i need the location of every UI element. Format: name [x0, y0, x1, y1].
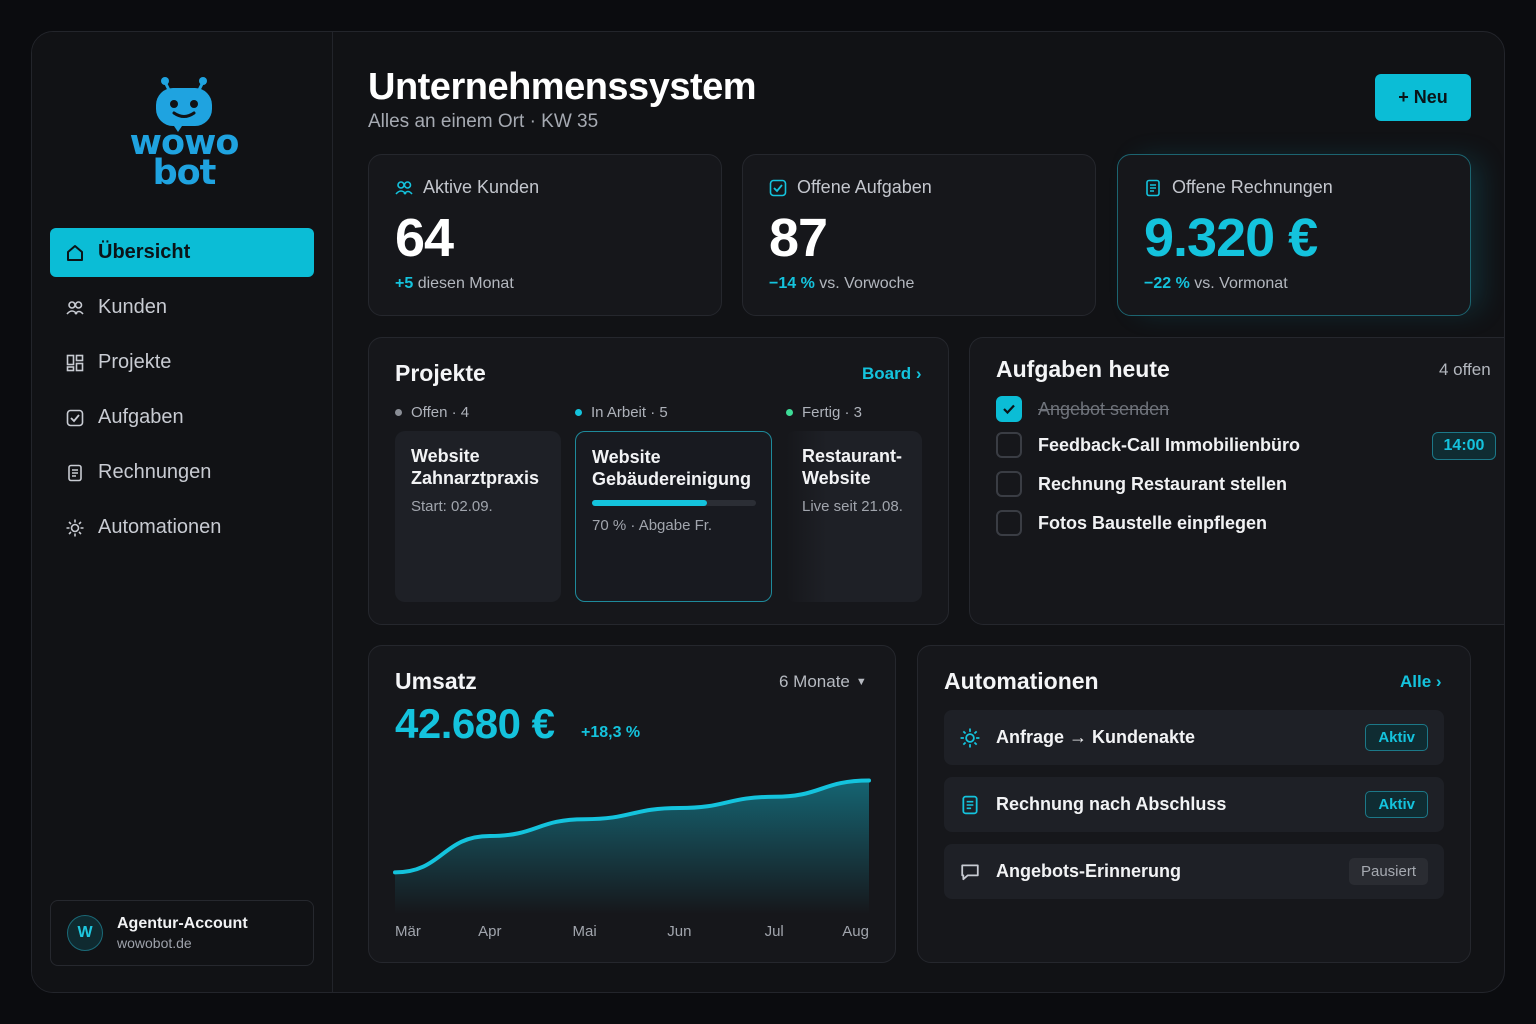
- x-tick-label: Mär: [395, 923, 421, 940]
- tasks-title: Aufgaben heute: [996, 356, 1170, 382]
- nav-label: Aufgaben: [98, 406, 184, 428]
- checkbox[interactable]: [996, 471, 1022, 497]
- column-header-fertig: Fertig · 3: [786, 404, 862, 421]
- nav-label: Automationen: [98, 516, 222, 538]
- robot-icon: [156, 77, 212, 132]
- project-card[interactable]: Website Zahnarztpraxis Start: 02.09.: [395, 431, 561, 602]
- nav-item-uebersicht[interactable]: Übersicht: [50, 228, 314, 277]
- grid-icon: [66, 354, 84, 372]
- account-switcher[interactable]: W Agentur-Account wowobot.de: [50, 900, 314, 966]
- sun-gear-icon: [960, 728, 980, 748]
- stat-card-rechnungen[interactable]: Offene Rechnungen 9.320 € −22 % vs. Vorm…: [1117, 154, 1471, 316]
- page-subtitle: Alles an einem Ort · KW 35: [368, 111, 599, 132]
- x-tick-label: Mai: [573, 923, 597, 940]
- stat-delta: −14 % vs. Vorwoche: [769, 275, 915, 292]
- home-icon: [66, 244, 84, 262]
- stat-label: Aktive Kunden: [423, 177, 540, 197]
- task-item[interactable]: Feedback-Call Immobilienbüro: [996, 432, 1300, 458]
- column-header-offen: Offen · 4: [395, 404, 469, 421]
- account-name: Agentur-Account: [117, 915, 248, 932]
- alle-link[interactable]: Alle ›: [1400, 672, 1442, 691]
- projects-title: Projekte: [395, 360, 486, 386]
- account-domain: wowobot.de: [117, 935, 192, 951]
- progress-bar: [592, 500, 756, 506]
- stat-label: Offene Aufgaben: [797, 177, 932, 197]
- users-icon: [395, 179, 413, 197]
- new-button[interactable]: + Neu: [1375, 74, 1471, 121]
- app-window: wowo bot Übersicht Kunden Pr: [31, 31, 1505, 993]
- revenue-card: Umsatz 6 Monate ▼ 42.680 € +18,3 % Mär Ap…: [368, 645, 896, 963]
- stat-card-aufgaben[interactable]: Offene Aufgaben 87 −14 % vs. Vorwoche: [742, 154, 1096, 316]
- revenue-delta: +18,3 %: [581, 724, 641, 741]
- status-badge: Pausiert: [1348, 858, 1428, 885]
- tasks-card: Aufgaben heute 4 offen Angebot senden Fe…: [969, 337, 1504, 625]
- status-badge: Aktiv: [1365, 724, 1428, 751]
- checkbox-icon: [769, 179, 787, 197]
- revenue-title: Umsatz: [395, 668, 477, 694]
- checkbox[interactable]: [996, 432, 1022, 458]
- stat-value: 64: [395, 208, 454, 268]
- revenue-total: 42.680 €: [395, 700, 555, 747]
- project-card-selected[interactable]: Website Gebäudereinigung 70 % · Abgabe F…: [575, 431, 772, 602]
- range-dropdown[interactable]: 6 Monate ▼: [779, 672, 867, 691]
- stat-delta: +5 diesen Monat: [395, 275, 514, 292]
- caret-down-icon: ▼: [855, 676, 867, 688]
- main-nav: Übersicht Kunden Projekte Aufgaben: [50, 228, 314, 558]
- brand-wordmark: wowo bot: [129, 123, 240, 193]
- sidebar: wowo bot Übersicht Kunden Pr: [32, 32, 333, 992]
- task-item[interactable]: Angebot senden: [996, 396, 1169, 422]
- time-badge: 14:00: [1432, 432, 1496, 460]
- board-link[interactable]: Board ›: [862, 364, 922, 383]
- users-icon: [66, 299, 84, 317]
- checkbox[interactable]: [996, 510, 1022, 536]
- nav-item-aufgaben[interactable]: Aufgaben: [50, 393, 314, 442]
- nav-item-kunden[interactable]: Kunden: [50, 283, 314, 332]
- nav-item-projekte[interactable]: Projekte: [50, 338, 314, 387]
- nav-item-rechnungen[interactable]: Rechnungen: [50, 448, 314, 497]
- nav-label: Rechnungen: [98, 461, 212, 483]
- tasks-count: 4 offen: [1439, 360, 1491, 379]
- revenue-area: [395, 780, 869, 914]
- x-tick-label: Apr: [478, 923, 501, 940]
- stat-label: Offene Rechnungen: [1172, 177, 1333, 197]
- nav-label: Kunden: [98, 296, 167, 318]
- project-card[interactable]: Restaurant-Website Live seit 21.08.: [786, 431, 922, 602]
- automations-title: Automationen: [944, 668, 1099, 694]
- checkbox-checked[interactable]: [996, 396, 1022, 422]
- x-tick-label: Aug: [842, 923, 869, 940]
- brand-logo[interactable]: wowo bot: [124, 74, 244, 194]
- nav-label: Übersicht: [98, 241, 191, 263]
- document-icon: [66, 464, 84, 482]
- checkbox-icon: [66, 409, 84, 427]
- status-badge: Aktiv: [1365, 791, 1428, 818]
- document-icon: [960, 795, 980, 815]
- automation-row[interactable]: Anfrage → Kundenakte Aktiv: [944, 710, 1444, 765]
- chat-icon: [960, 862, 980, 882]
- task-item[interactable]: Rechnung Restaurant stellen: [996, 471, 1287, 497]
- sun-gear-icon: [66, 519, 84, 537]
- nav-label: Projekte: [98, 351, 172, 373]
- revenue-chart: Mär Apr Mai Jun Jul Aug: [393, 778, 871, 940]
- projects-card: Projekte Board › Offen · 4 In Arbeit · 5…: [368, 337, 949, 625]
- page-title: Unternehmenssystem: [368, 66, 757, 108]
- stat-delta: −22 % vs. Vormonat: [1144, 275, 1288, 292]
- main-content: Unternehmenssystem Alles an einem Ort · …: [333, 32, 1504, 992]
- task-item[interactable]: Fotos Baustelle einpflegen: [996, 510, 1267, 536]
- document-icon: [1144, 179, 1162, 197]
- column-header-in-arbeit: In Arbeit · 5: [575, 404, 668, 421]
- stat-value: 9.320 €: [1144, 208, 1318, 268]
- avatar: W: [67, 915, 103, 951]
- automation-row[interactable]: Rechnung nach Abschluss Aktiv: [944, 777, 1444, 832]
- x-tick-label: Jun: [667, 923, 691, 940]
- stat-value: 87: [769, 208, 828, 268]
- x-tick-label: Jul: [765, 923, 784, 940]
- nav-item-automationen[interactable]: Automationen: [50, 503, 314, 552]
- revenue-line: [393, 778, 871, 875]
- automation-row[interactable]: Angebots-Erinnerung Pausiert: [944, 844, 1444, 899]
- stat-card-kunden[interactable]: Aktive Kunden 64 +5 diesen Monat: [368, 154, 722, 316]
- automations-card: Automationen Alle › Anfrage → Kundenakte…: [917, 645, 1471, 963]
